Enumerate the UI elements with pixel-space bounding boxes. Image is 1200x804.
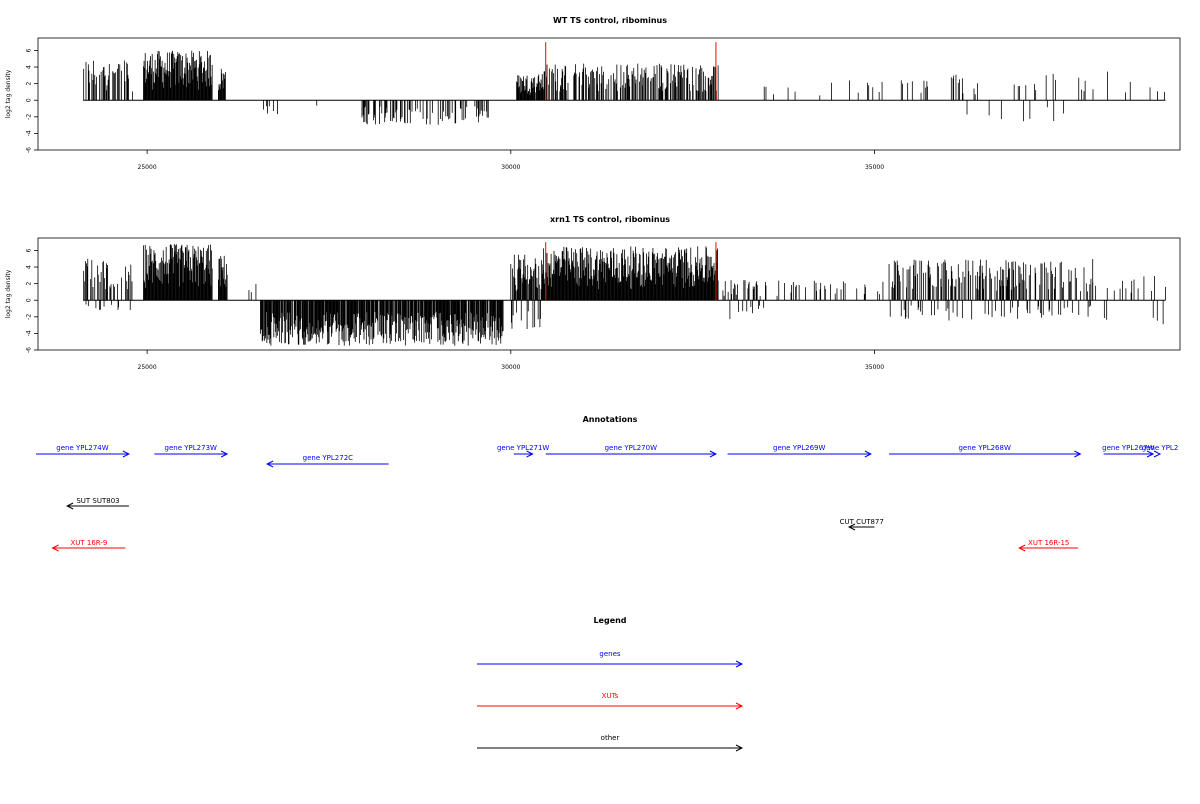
x-tick-label: 30000 <box>501 164 520 171</box>
gene-feature: gene YPL2 <box>1142 444 1179 458</box>
y-tick-label: -4 <box>26 330 33 336</box>
gene-boundary-markers <box>545 242 717 301</box>
arrow-head <box>51 544 59 552</box>
legend-label: other <box>601 734 620 742</box>
gene-label: gene YPL269W <box>773 444 825 452</box>
gene-label: gene YPL268W <box>958 444 1010 452</box>
y-tick-label: 2 <box>26 282 33 286</box>
arrow-head <box>220 450 229 458</box>
gene-label: gene YPL2 <box>1142 444 1179 452</box>
y-tick-label: 4 <box>26 265 33 269</box>
gene-feature: gene YPL268W <box>889 444 1082 458</box>
gene-feature: gene YPL273W <box>154 444 229 458</box>
legend: Legend genes XUTs other <box>477 616 744 752</box>
legend-label: genes <box>599 650 620 658</box>
arrow-head <box>735 744 744 752</box>
legend-items: genes XUTs other <box>477 650 744 752</box>
arrow-head <box>735 660 744 668</box>
y-tick-label: -6 <box>26 347 33 353</box>
gene-feature: gene YPL270W <box>545 444 718 458</box>
arrow-head <box>735 702 744 710</box>
arrow-head <box>1153 450 1162 458</box>
gene-label: gene YPL267W <box>1102 444 1154 452</box>
gene-label: gene YPL274W <box>56 444 108 452</box>
coverage-bars <box>83 243 1166 346</box>
gene-label: gene YPL270W <box>605 444 657 452</box>
arrow-head <box>1018 544 1026 552</box>
gene-boundary-markers <box>545 42 717 101</box>
coverage-bars <box>83 50 1166 125</box>
x-tick-label: 35000 <box>865 364 884 371</box>
legend-item-other: other <box>477 734 744 752</box>
x-tick-label: 25000 <box>138 364 157 371</box>
panel-title: WT TS control, ribominus <box>553 16 667 25</box>
y-tick-label: -2 <box>26 114 33 120</box>
wt-coverage-panel: WT TS control, ribominus log2 tag densit… <box>5 16 1181 171</box>
arrow-head <box>65 502 74 510</box>
y-tick-label: 0 <box>26 298 33 302</box>
panel-title: xrn1 TS control, ribominus <box>550 215 670 224</box>
xut-feature: XUT 16R-15 <box>1018 539 1079 552</box>
arrow-head <box>1074 450 1082 458</box>
y-tick-label: -4 <box>26 130 33 136</box>
y-tick-label: 0 <box>26 98 33 102</box>
x-tick-label: 35000 <box>865 164 884 171</box>
y-axis-ticks: -6 -4 -2 0 2 4 6 <box>26 248 38 353</box>
y-tick-label: 2 <box>26 82 33 86</box>
other-feature: SUT SUT803 <box>65 497 129 510</box>
x-axis-ticks: 25000 30000 35000 <box>138 350 884 371</box>
legend-label: XUTs <box>602 692 619 700</box>
gene-label: gene YPL272C <box>303 454 353 462</box>
legend-item-gene: genes <box>477 650 744 668</box>
y-axis-label: log2 tag density <box>5 69 12 118</box>
xut-label: XUT 16R-9 <box>70 539 107 547</box>
gene-feature: gene YPL269W <box>727 444 872 458</box>
x-axis-ticks: 25000 30000 35000 <box>138 150 884 171</box>
gene-feature: gene YPL272C <box>266 454 389 468</box>
annotation-features: gene YPL274W gene YPL273W gene YPL272C gene… <box>36 444 1179 552</box>
annotations-title: Annotations <box>583 415 638 424</box>
gene-label: gene YPL273W <box>165 444 217 452</box>
arrow-head <box>1146 450 1155 458</box>
other-feature: CUT CUT877 <box>840 518 884 531</box>
legend-item-xut: XUTs <box>477 692 744 710</box>
arrow-head <box>847 523 856 531</box>
legend-title: Legend <box>593 616 626 625</box>
gene-feature: gene YPL267W <box>1102 444 1155 458</box>
gene-label: gene YPL271W <box>497 444 549 452</box>
arrow-head <box>122 450 131 458</box>
gene-feature: gene YPL274W <box>36 444 131 458</box>
gene-feature: gene YPL271W <box>497 444 549 458</box>
xrn1-coverage-panel: xrn1 TS control, ribominus log2 tag dens… <box>5 215 1181 371</box>
y-tick-label: -6 <box>26 147 33 153</box>
y-tick-label: 6 <box>26 48 33 52</box>
arrow-head <box>526 450 534 458</box>
y-axis-ticks: -6 -4 -2 0 2 4 6 <box>26 48 38 153</box>
y-tick-label: 4 <box>26 65 33 69</box>
arrow-head <box>709 450 718 458</box>
x-tick-label: 30000 <box>501 364 520 371</box>
xut-feature: XUT 16R-9 <box>51 539 126 552</box>
arrow-head <box>864 450 872 458</box>
other-label: CUT CUT877 <box>840 518 884 526</box>
plot-frame <box>37 37 1181 151</box>
y-tick-label: -2 <box>26 314 33 320</box>
other-label: SUT SUT803 <box>76 497 119 505</box>
plot-frame <box>37 237 1181 351</box>
x-tick-label: 25000 <box>138 164 157 171</box>
arrow-head <box>266 460 274 468</box>
xut-label: XUT 16R-15 <box>1028 539 1069 547</box>
y-tick-label: 6 <box>26 248 33 252</box>
y-axis-label: log2 tag density <box>5 269 12 318</box>
annotations-panel: Annotations gene YPL274W gene YPL273Wgene… <box>36 415 1179 552</box>
